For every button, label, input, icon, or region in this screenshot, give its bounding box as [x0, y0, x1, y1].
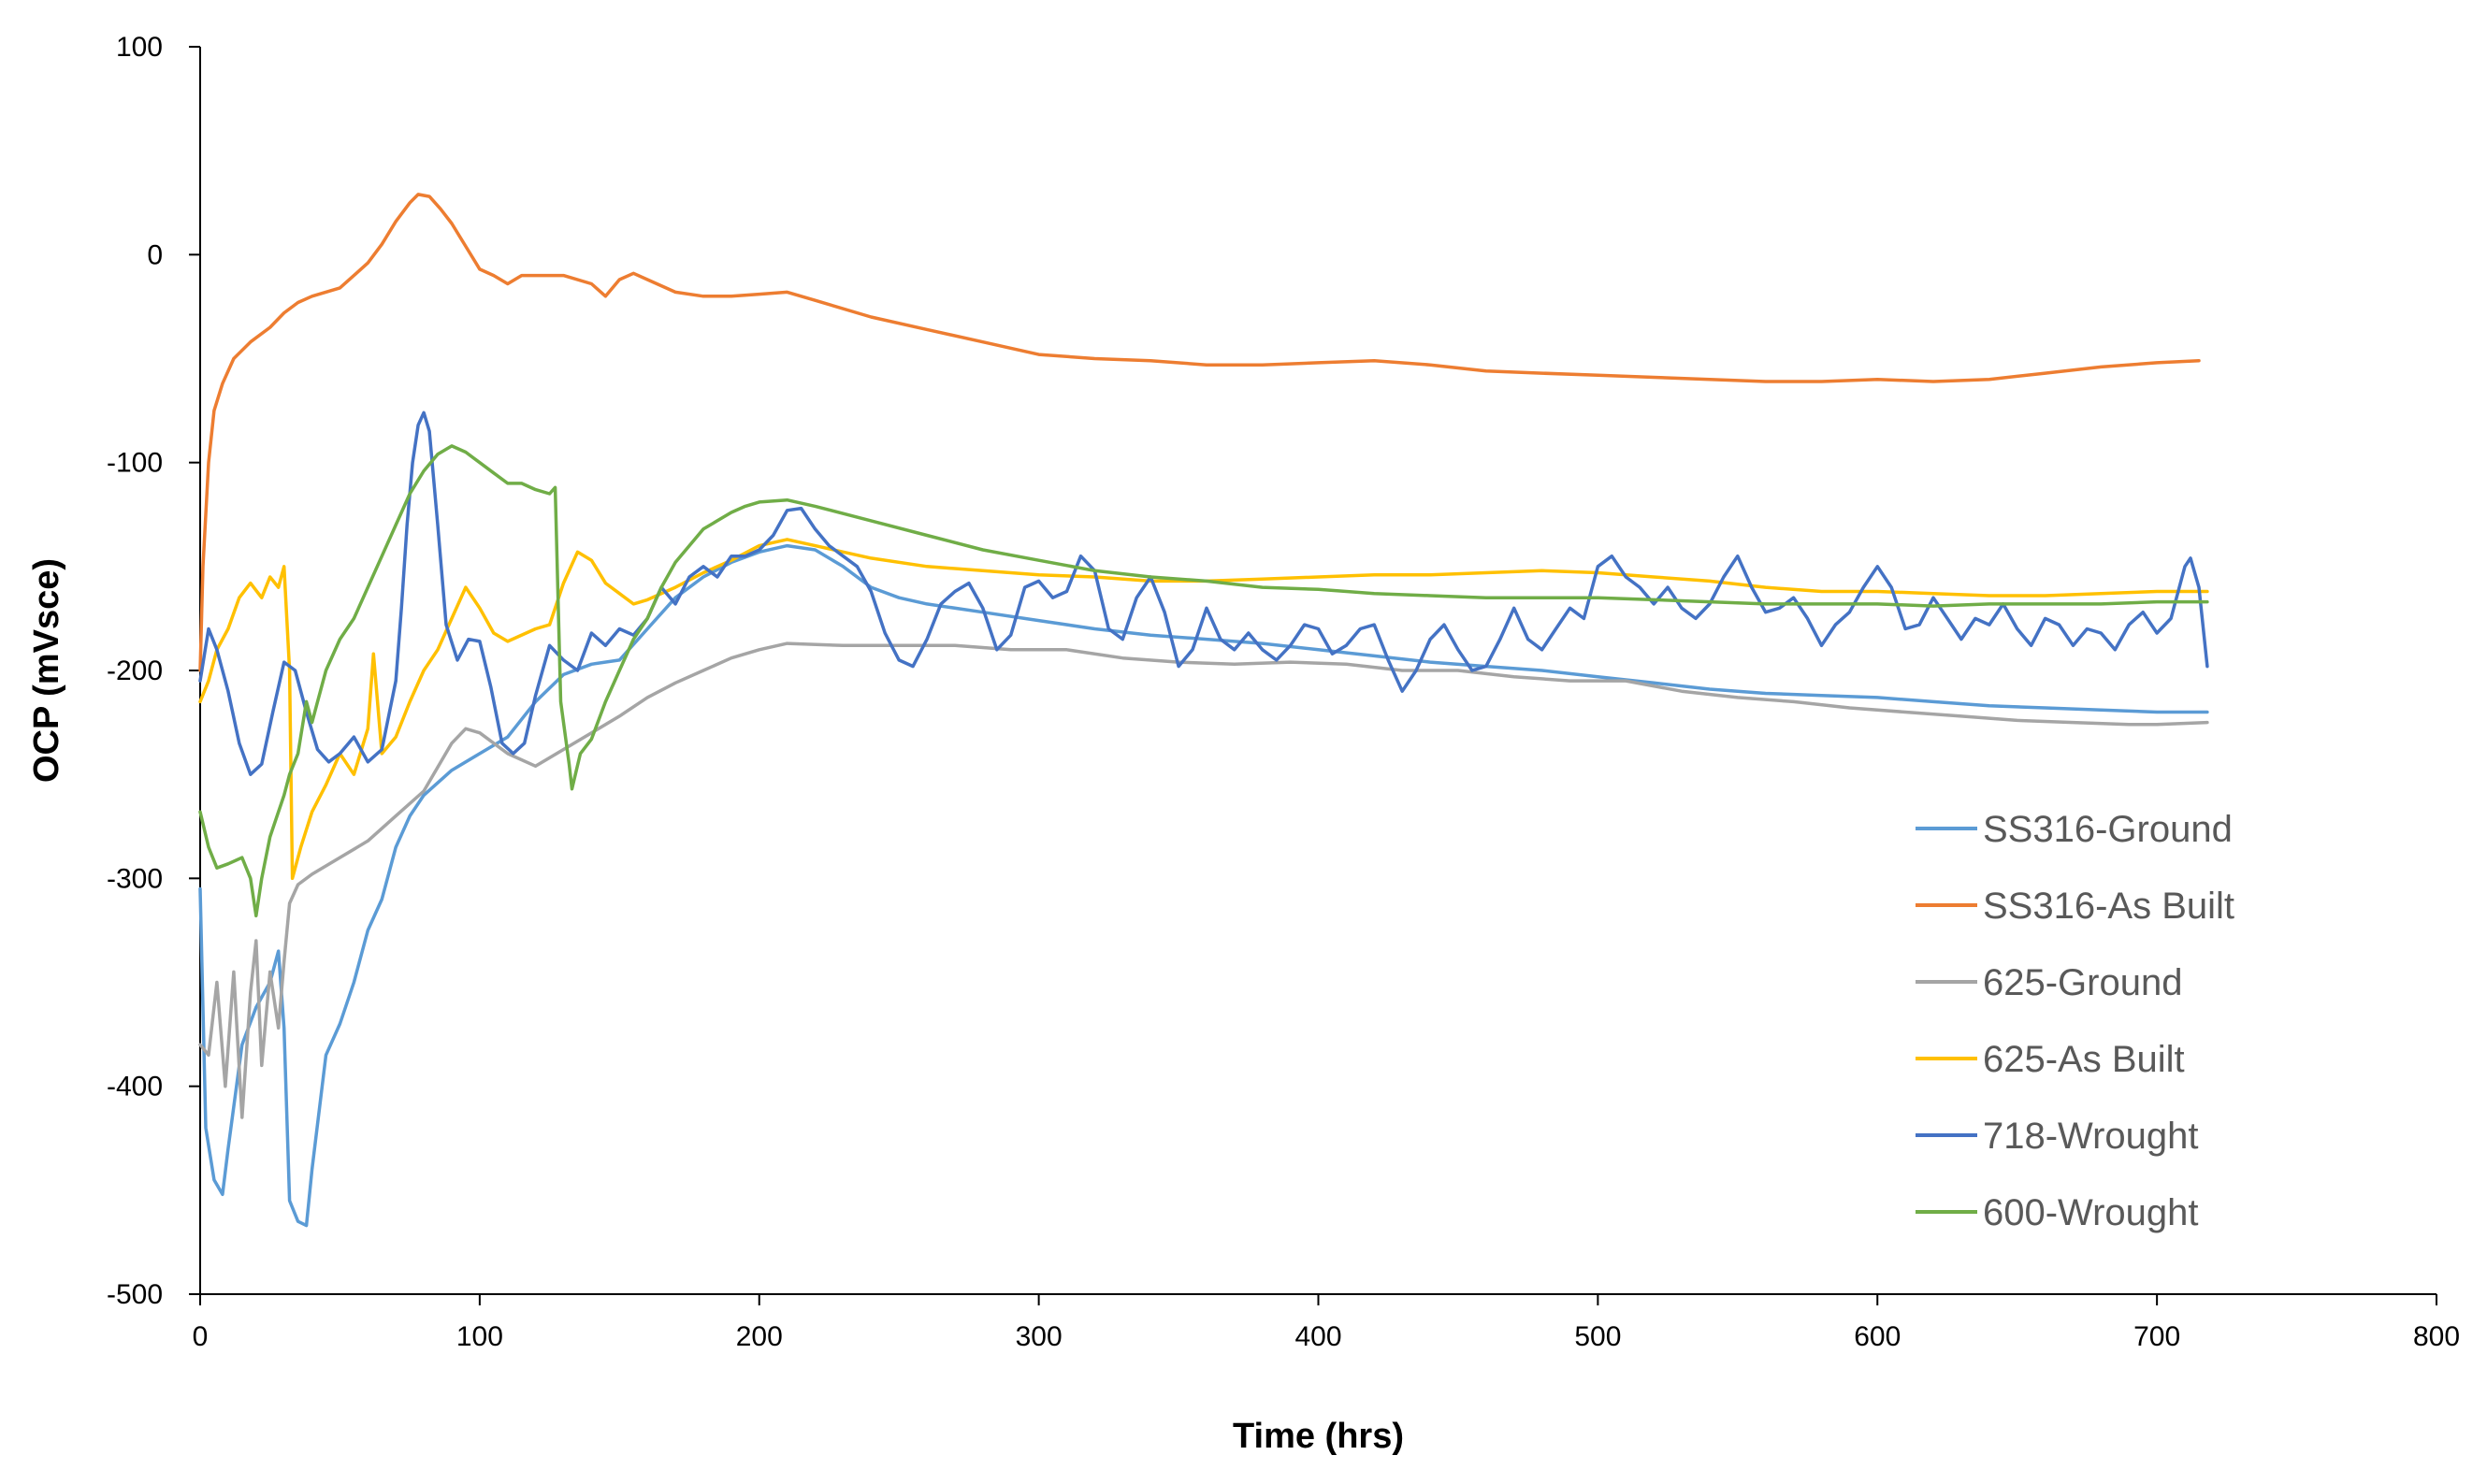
y-tick-label: 0 [147, 239, 163, 270]
series-line-625-as-built [198, 538, 2209, 881]
y-axis-title: OCP (mVsce) [27, 558, 66, 783]
y-tick-label: 100 [116, 32, 163, 63]
series-line-625-ground [198, 641, 2209, 1119]
y-tick-label: -400 [107, 1072, 163, 1102]
y-tick-label: -300 [107, 863, 163, 894]
legend-label-600-wrought: 600-Wrought [1983, 1192, 2199, 1233]
x-tick-label: 800 [2413, 1321, 2460, 1352]
x-tick-label: 200 [736, 1321, 783, 1352]
legend-label-625-ground: 625-Ground [1983, 962, 2182, 1003]
x-tick-label: 700 [2133, 1321, 2180, 1352]
y-axis-ticks: 100 0 -100 -200 -300 -400 -500 [107, 32, 200, 1310]
legend-label-718-wrought: 718-Wrought [1983, 1116, 2199, 1157]
x-tick-label: 300 [1016, 1321, 1063, 1352]
legend-label-625-as-built: 625-As Built [1983, 1039, 2185, 1080]
x-tick-label: 100 [456, 1321, 503, 1352]
x-tick-label: 600 [1854, 1321, 1901, 1352]
series-line-ss316-as-built [198, 193, 2201, 672]
y-tick-label: -100 [107, 448, 163, 479]
legend-label-ss316-ground: SS316-Ground [1983, 809, 2233, 850]
x-axis-title: Time (hrs) [1233, 1417, 1404, 1456]
legend-label-ss316-as-built: SS316-As Built [1983, 886, 2234, 927]
x-tick-label: 500 [1574, 1321, 1621, 1352]
series-lines [198, 193, 2209, 1228]
y-tick-label: -200 [107, 656, 163, 686]
series-line-ss316-ground [198, 543, 2209, 1228]
x-tick-label: 400 [1294, 1321, 1341, 1352]
x-tick-label: 0 [193, 1321, 209, 1352]
y-tick-label: -500 [107, 1279, 163, 1310]
series-line-600-wrought [198, 444, 2209, 918]
x-axis-ticks: 0 100 200 300 400 500 600 700 800 [193, 1294, 2460, 1352]
legend: SS316-Ground SS316-As Built 625-Ground 625-… [1916, 809, 2234, 1233]
